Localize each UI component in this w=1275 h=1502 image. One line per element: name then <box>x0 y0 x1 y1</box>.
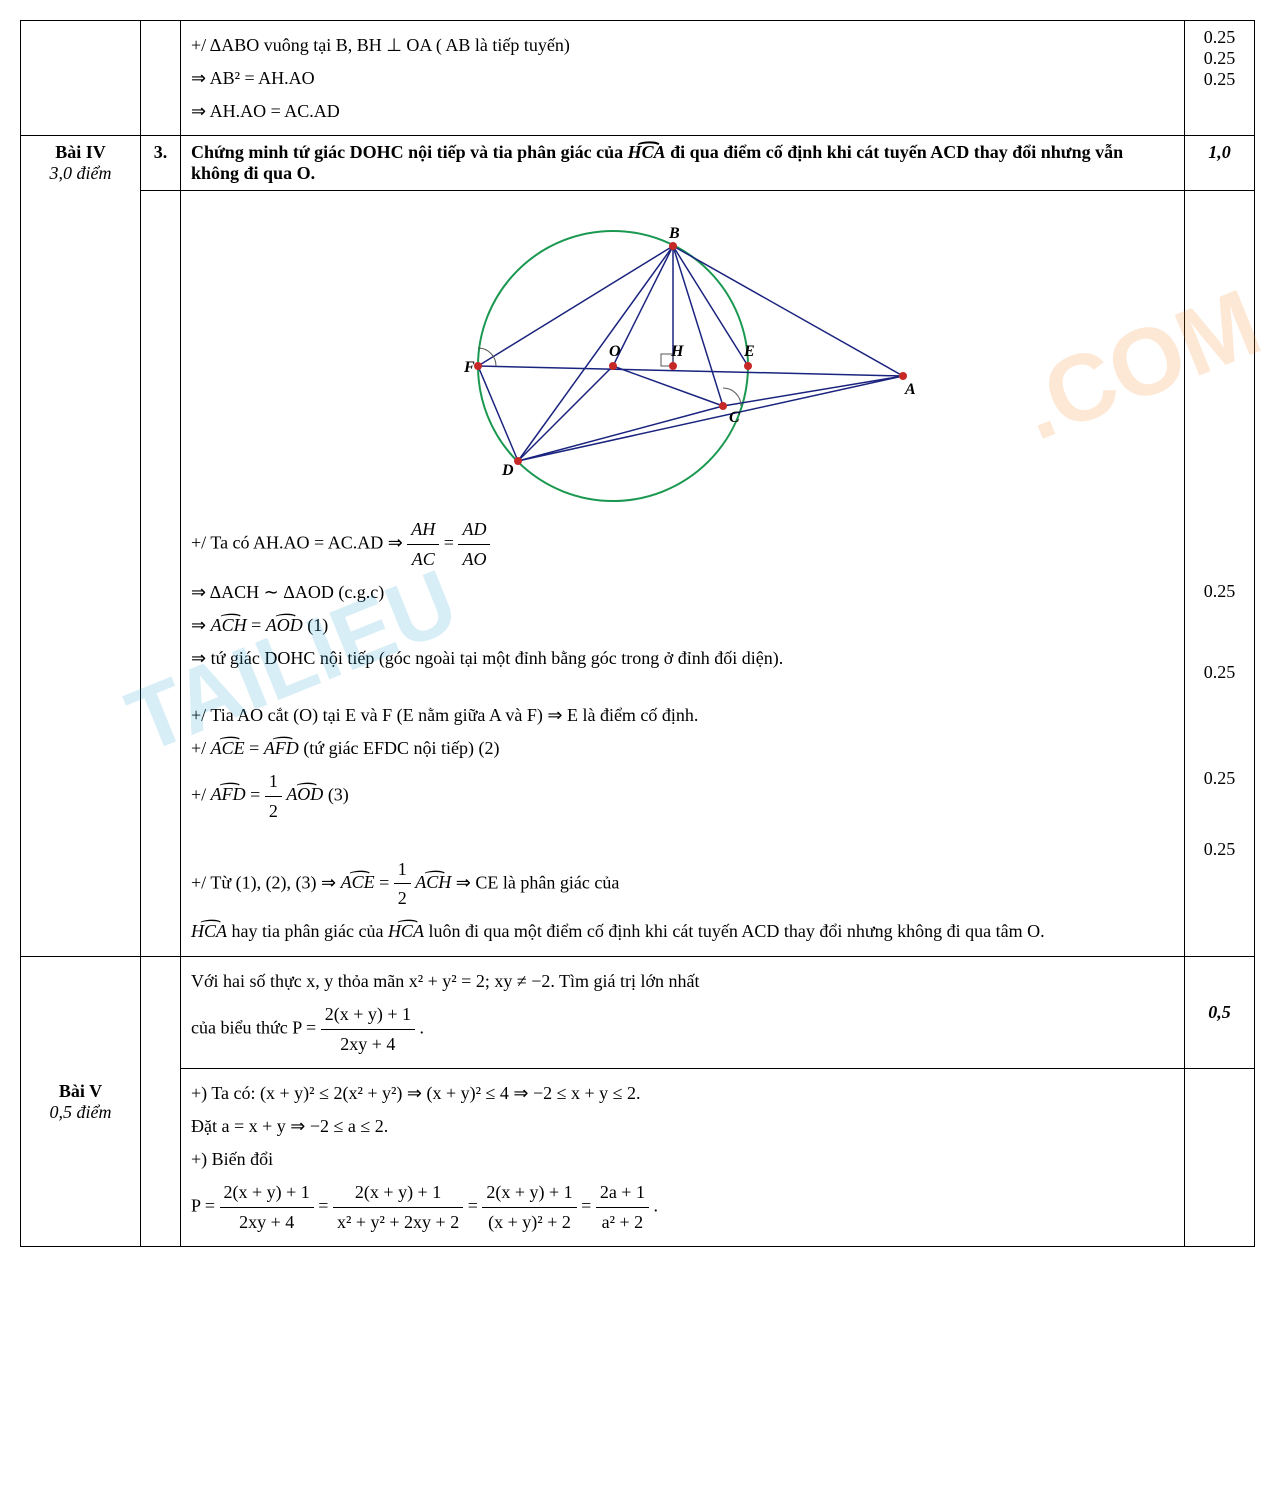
r3-l6: +/ ACE = AFD (tứ giác EFDC nội tiếp) (2) <box>191 734 1174 763</box>
bai5-solution: +) Ta có: (x + y)² ≤ 2(x² + y²) ⇒ (x + y… <box>181 1069 1185 1247</box>
row1-content: +/ ΔABO vuông tại B, BH ⊥ OA ( AB là tiế… <box>181 21 1185 136</box>
empty-left <box>21 21 141 136</box>
row3-scores: 0.25 0.25 0.25 0.25 <box>1185 191 1255 957</box>
r3-l5: +/ Tia AO cắt (O) tại E và F (E nằm giữa… <box>191 701 1174 730</box>
bai5-label: Bài V 0,5 điểm <box>21 956 141 1246</box>
row1-line2: ⇒ AB² = AH.AO <box>191 64 1174 93</box>
svg-text:O: O <box>609 343 621 360</box>
empty-num-3 <box>141 191 181 957</box>
q3-num: 3. <box>141 136 181 191</box>
bai5-title: Bài V <box>31 1081 130 1102</box>
row1-line1: +/ ΔABO vuông tại B, BH ⊥ OA ( AB là tiế… <box>191 31 1174 60</box>
empty-num <box>141 21 181 136</box>
bai4-title: Bài IV <box>31 142 130 163</box>
q3-statement: Chứng minh tứ giác DOHC nội tiếp và tia … <box>181 136 1185 191</box>
solutions-table: +/ ΔABO vuông tại B, BH ⊥ OA ( AB là tiế… <box>20 20 1255 1247</box>
row1-scores: 0.25 0.25 0.25 <box>1185 21 1255 136</box>
r3-l2: ⇒ ΔACH ∼ ΔAOD (c.g.c) <box>191 578 1174 607</box>
r3-l8: +/ Từ (1), (2), (3) ⇒ ACE = 12 ACH ⇒ CE … <box>191 855 1174 914</box>
r3-l7: +/ AFD = 12 AOD (3) <box>191 767 1174 826</box>
row1-line3: ⇒ AH.AO = AC.AD <box>191 97 1174 126</box>
q3-prefix: Chứng minh tứ giác DOHC nội tiếp và tia … <box>191 142 628 162</box>
svg-text:A: A <box>904 381 916 398</box>
bai5-score: 0,5 <box>1185 956 1255 1068</box>
bai5-question: Với hai số thực x, y thỏa mãn x² + y² = … <box>181 956 1185 1068</box>
q3-score: 1,0 <box>1185 136 1255 191</box>
r3-l9: HCA hay tia phân giác của HCA luôn đi qu… <box>191 917 1174 946</box>
r3-l3: ⇒ ACH = AOD (1) <box>191 611 1174 640</box>
svg-text:E: E <box>743 343 755 360</box>
bai4-sub: 3,0 điểm <box>31 163 130 184</box>
svg-text:H: H <box>670 343 684 360</box>
bai5-sub: 0,5 điểm <box>31 1102 130 1123</box>
r3-l1: +/ Ta có AH.AO = AC.AD ⇒ AHAC = ADAO <box>191 515 1174 574</box>
row3-content: TAILIEU .COM FOHEABCD +/ Ta có AH.AO = A… <box>181 191 1185 957</box>
row1-score2: 0.25 <box>1195 48 1244 69</box>
svg-text:F: F <box>463 359 475 376</box>
row1-score1: 0.25 <box>1195 27 1244 48</box>
svg-text:D: D <box>501 462 514 479</box>
empty-num-4 <box>141 956 181 1246</box>
arc-hca: HCA <box>628 142 666 163</box>
geometry-figure: F O H E A B C D <box>403 201 963 511</box>
svg-text:B: B <box>668 225 680 242</box>
bai5-sol-score <box>1185 1069 1255 1247</box>
svg-text:C: C <box>729 409 740 426</box>
r3-l4: ⇒ tứ giác DOHC nội tiếp (góc ngoài tại m… <box>191 644 1174 673</box>
row1-score3: 0.25 <box>1195 69 1244 90</box>
bai4-label: Bài IV 3,0 điểm <box>21 136 141 957</box>
